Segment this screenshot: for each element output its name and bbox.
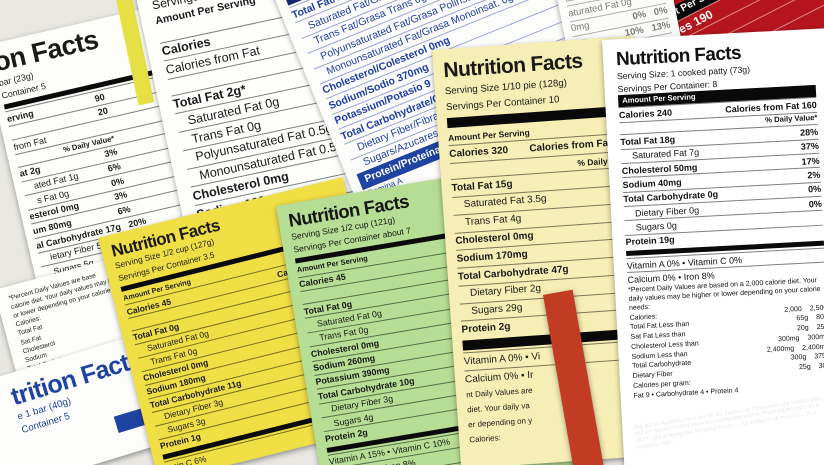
line-value: 2,400mg	[766, 344, 795, 354]
line-value: 2%	[807, 169, 821, 181]
line-value: 20g	[796, 324, 809, 333]
line-value: 90	[93, 91, 106, 104]
line-value: 80g	[815, 313, 824, 322]
line-value: 65g	[796, 314, 809, 323]
line-value: 0%	[652, 4, 669, 19]
line-value: 30g	[818, 362, 824, 371]
line-value: 0%	[808, 198, 823, 209]
line-value: 20	[96, 105, 109, 118]
line-value: 2,400mg	[801, 343, 824, 352]
line-value: 300mg	[777, 334, 800, 344]
line-value: 17%	[801, 155, 820, 167]
label-black-cooked-patty-73g: Nutrition Facts Serving Size: 1 cooked pa…	[602, 28, 824, 465]
line-value: 300g	[790, 354, 807, 362]
label-black-panel: Nutrition Facts Serving Size: 1 cooked pa…	[608, 34, 824, 407]
line-value: 0%	[807, 183, 822, 195]
line-value: 2,500	[809, 304, 824, 313]
line-value: 25g	[816, 323, 824, 332]
line-value: 300mg	[807, 333, 824, 342]
line-value: 0%	[631, 9, 648, 23]
line-value: 25g	[798, 363, 811, 372]
line-value: 375g	[814, 352, 824, 361]
line-value: 28%	[799, 126, 819, 138]
line-value: 37%	[800, 141, 820, 152]
line-value: 2,000	[784, 305, 803, 314]
